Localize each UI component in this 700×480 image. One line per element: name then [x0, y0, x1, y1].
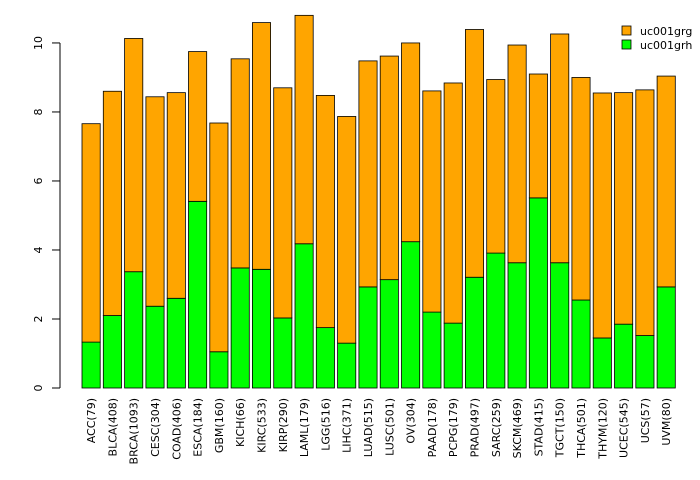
- bar-uc001grg-26: [635, 89, 655, 336]
- x-tick-label: COAD(406): [170, 398, 183, 460]
- y-tick-label: 0: [32, 385, 45, 392]
- x-tick-label: LAML(179): [298, 398, 311, 457]
- x-tick-label: PAAD(178): [426, 398, 439, 457]
- legend-swatch-uc001grg: [621, 25, 632, 36]
- x-tick-label: KIRP(290): [277, 398, 290, 452]
- bar-uc001grg-12: [337, 116, 357, 344]
- bar-uc001grh-0: [81, 341, 101, 389]
- bar-uc001grh-7: [230, 267, 250, 389]
- bar-uc001grg-4: [166, 92, 186, 299]
- bar-uc001grh-14: [379, 279, 399, 389]
- bar-uc001grg-3: [145, 96, 165, 307]
- bar-uc001grh-23: [571, 299, 591, 389]
- x-tick-label: THYM(120): [596, 398, 609, 460]
- bar-uc001grg-21: [528, 73, 548, 199]
- bar-uc001grg-19: [486, 79, 506, 254]
- x-tick-label: BRCA(1093): [128, 398, 141, 464]
- bar-uc001grh-10: [294, 243, 314, 389]
- bar-uc001grh-3: [145, 305, 165, 389]
- bar-uc001grg-2: [124, 38, 144, 273]
- bar-uc001grg-13: [358, 60, 378, 288]
- x-tick-label: LIHC(371): [341, 398, 354, 453]
- bar-uc001grh-18: [464, 276, 484, 389]
- bar-uc001grg-14: [379, 55, 399, 281]
- bar-uc001grg-18: [464, 29, 484, 278]
- bar-uc001grg-23: [571, 77, 591, 301]
- bar-uc001grh-1: [102, 315, 122, 389]
- bar-uc001grh-6: [209, 351, 229, 389]
- bar-uc001grh-11: [315, 327, 335, 389]
- bar-uc001grh-8: [251, 268, 271, 389]
- x-tick-label: KIRC(533): [256, 398, 269, 453]
- bar-uc001grg-0: [81, 123, 101, 343]
- legend-label-uc001grh: uc001grh: [640, 39, 692, 52]
- x-tick-label: THCA(501): [575, 398, 588, 459]
- y-tick-label: 8: [32, 108, 45, 115]
- bar-uc001grg-15: [401, 42, 421, 243]
- x-tick-label: SKCM(469): [511, 398, 524, 458]
- x-tick-label: PRAD(497): [469, 398, 482, 457]
- bar-uc001grg-24: [592, 92, 612, 339]
- y-axis: 0 2 4 6 8 10: [32, 36, 61, 392]
- bar-uc001grg-27: [656, 75, 676, 288]
- x-tick-label: LUAD(515): [362, 398, 375, 457]
- bar-uc001grg-16: [422, 90, 442, 313]
- bar-uc001grh-12: [337, 342, 357, 389]
- bar-uc001grh-26: [635, 335, 655, 389]
- y-tick-label: 4: [32, 246, 45, 253]
- bar-uc001grh-13: [358, 286, 378, 389]
- y-tick-label: 10: [32, 36, 45, 50]
- bar-uc001grh-15: [401, 241, 421, 389]
- legend-swatch-uc001grh: [621, 39, 632, 50]
- x-tick-label: LGG(516): [319, 398, 332, 451]
- x-tick-label: KICH(66): [234, 398, 247, 447]
- bar-uc001grh-4: [166, 297, 186, 389]
- x-tick-label: UCEC(545): [618, 398, 631, 458]
- x-tick-label: PCPG(179): [447, 398, 460, 457]
- x-tick-label: LUSC(501): [383, 398, 396, 456]
- bar-uc001grh-9: [273, 317, 293, 389]
- bar-uc001grg-8: [251, 22, 271, 270]
- x-tick-label: UVM(80): [660, 398, 673, 446]
- x-tick-label: CESC(304): [149, 398, 162, 457]
- x-tick-label: BLCA(408): [106, 398, 119, 456]
- bar-uc001grh-27: [656, 286, 676, 389]
- x-tick-label: ACC(79): [85, 398, 98, 443]
- bar-uc001grh-20: [507, 262, 527, 389]
- y-tick-label: 6: [32, 177, 45, 184]
- bar-uc001grg-17: [443, 82, 463, 324]
- bar-uc001grg-6: [209, 122, 229, 353]
- x-tick-label: STAD(415): [532, 398, 545, 456]
- bar-uc001grg-25: [614, 92, 634, 325]
- y-tick-label: 2: [32, 315, 45, 322]
- bar-uc001grh-22: [550, 262, 570, 389]
- bar-uc001grh-16: [422, 311, 442, 389]
- legend: uc001grg uc001grh: [621, 25, 692, 52]
- x-tick-label: OV(304): [405, 398, 418, 444]
- x-axis-labels: ACC(79) BLCA(408) BRCA(1093) CESC(304) COAD(…: [85, 398, 673, 464]
- legend-label-uc001grg: uc001grg: [640, 25, 692, 38]
- bar-uc001grh-2: [124, 271, 144, 389]
- bar-uc001grh-19: [486, 252, 506, 389]
- bar-uc001grg-20: [507, 44, 527, 264]
- bar-uc001grh-21: [528, 197, 548, 389]
- x-tick-label: SARC(259): [490, 398, 503, 457]
- bar-uc001grg-11: [315, 94, 335, 329]
- bar-uc001grg-5: [188, 51, 208, 202]
- bar-uc001grg-9: [273, 87, 293, 319]
- bar-uc001grg-7: [230, 58, 250, 269]
- x-tick-label: GBM(160): [213, 398, 226, 453]
- bar-uc001grh-5: [188, 200, 208, 389]
- bar-uc001grg-10: [294, 14, 314, 245]
- bar-uc001grh-25: [614, 323, 634, 389]
- x-tick-label: UCS(57): [639, 398, 652, 443]
- bar-uc001grg-1: [102, 90, 122, 316]
- x-tick-label: ESCA(184): [192, 398, 205, 457]
- bars-group: [81, 14, 676, 389]
- bar-uc001grh-17: [443, 322, 463, 389]
- bar-uc001grh-24: [592, 337, 612, 389]
- bar-uc001grg-22: [550, 33, 570, 264]
- x-tick-label: TGCT(150): [554, 398, 567, 458]
